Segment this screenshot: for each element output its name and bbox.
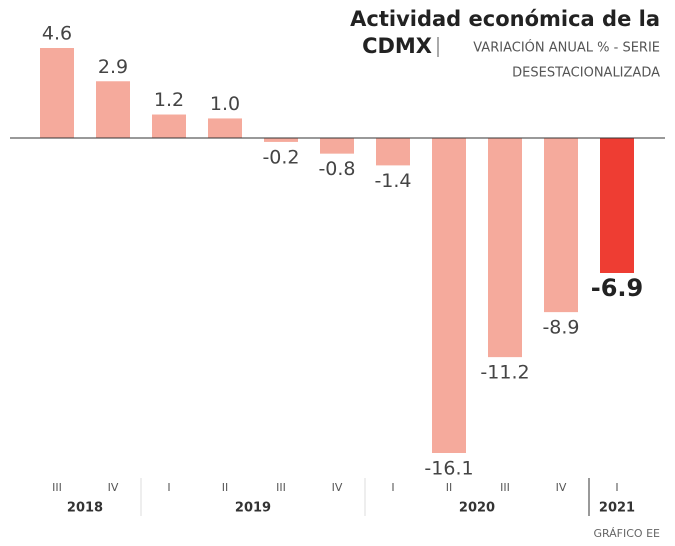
- value-label: 1.2: [154, 89, 184, 111]
- year-label: 2019: [235, 501, 271, 516]
- year-label: 2020: [459, 501, 495, 516]
- bar: [264, 138, 298, 142]
- bar: [600, 138, 634, 273]
- value-label: 2.9: [98, 56, 128, 78]
- bar: [376, 138, 410, 166]
- subtitle: VARIACIÓN ANUAL % - SERIE: [473, 40, 660, 56]
- bar: [40, 48, 74, 138]
- chart-title-bold: CDMX: [362, 34, 432, 58]
- x-tick-label: I: [167, 481, 170, 494]
- value-label: 4.6: [42, 23, 72, 45]
- x-tick-label: IV: [108, 481, 119, 494]
- bar: [152, 114, 186, 138]
- value-label: -8.9: [542, 317, 579, 339]
- year-label: 2018: [67, 501, 103, 516]
- x-tick-label: III: [52, 481, 62, 494]
- bar: [488, 138, 522, 358]
- bar: [544, 138, 578, 313]
- bar: [320, 138, 354, 154]
- bar: [208, 118, 242, 138]
- bar: [96, 81, 130, 138]
- x-tick-label: III: [276, 481, 286, 494]
- chart-title: Actividad económica de la: [350, 7, 660, 31]
- subtitle: DESESTACIONALIZADA: [512, 66, 660, 81]
- value-label: -6.9: [591, 274, 643, 302]
- x-tick-label: IV: [556, 481, 567, 494]
- value-label: -1.4: [374, 170, 411, 192]
- source: GRÁFICO EE: [593, 527, 660, 540]
- value-label: -16.1: [424, 458, 473, 480]
- value-label: -11.2: [480, 362, 529, 384]
- bar: [432, 138, 466, 453]
- x-tick-label: IV: [332, 481, 343, 494]
- x-tick-label: I: [391, 481, 394, 494]
- value-label: -0.8: [318, 158, 355, 180]
- value-label: 1.0: [210, 93, 240, 115]
- value-label: -0.2: [262, 146, 299, 168]
- x-tick-label: II: [222, 481, 229, 494]
- x-tick-label: III: [500, 481, 510, 494]
- x-tick-label: II: [446, 481, 453, 494]
- year-label: 2021: [599, 501, 635, 516]
- x-tick-label: I: [615, 481, 618, 494]
